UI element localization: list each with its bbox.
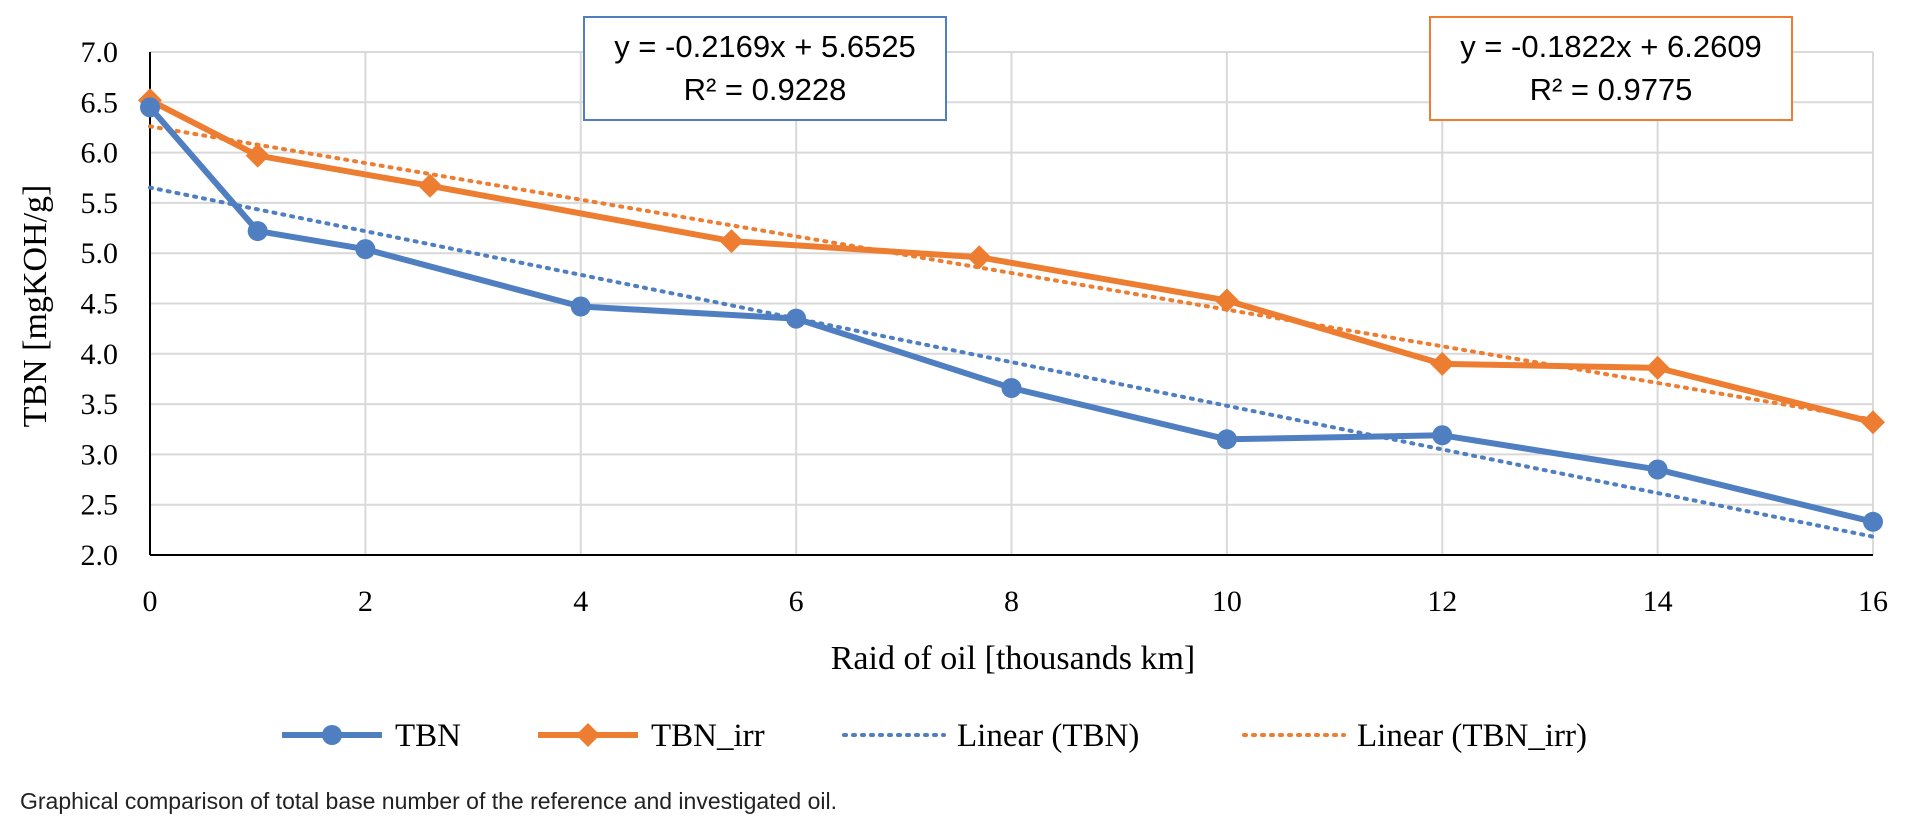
- data-point-tbn: [1216, 429, 1237, 450]
- data-point-tbn: [1863, 511, 1883, 532]
- tick-labels: 2.0 2.5 3.0 3.5 4.0 4.5 5.0 5.5 6.0 6.5 7.0 0 2 4 6 8 10…: [81, 36, 1889, 618]
- data-point-tbn: [1647, 459, 1668, 480]
- y-tick-label: 5.5: [81, 187, 119, 220]
- data-point-tbn: [570, 296, 591, 317]
- x-axis-label: Raid of oil [thousands km]: [831, 640, 1196, 677]
- axes: [149, 52, 1873, 556]
- data-point-tbn: [1432, 425, 1453, 446]
- data-point-tbn: [1001, 378, 1022, 399]
- y-axis-label: TBN [mgKOH/g]: [17, 185, 54, 428]
- data-series: [138, 88, 1885, 532]
- figure-caption: Graphical comparison of total base numbe…: [20, 788, 837, 814]
- y-tick-label: 4.0: [81, 338, 119, 371]
- y-tick-label: 6.0: [81, 137, 119, 170]
- x-tick-label: 16: [1858, 585, 1888, 618]
- equation-tbn: y = -0.2169x + 5.6525: [614, 29, 916, 64]
- y-tick-label: 4.5: [81, 288, 119, 321]
- legend-item-linear-tbn: Linear (TBN): [842, 718, 1139, 754]
- data-point-tbn: [786, 308, 807, 329]
- data-point-tbn: [247, 221, 268, 242]
- y-tick-label: 5.0: [81, 237, 119, 270]
- x-tick-label: 10: [1212, 585, 1242, 618]
- trendline-tbn: [148, 185, 1875, 539]
- legend: TBN TBN_irr Linear (TBN) Linear (TBN_irr…: [282, 718, 1587, 754]
- legend-marker-circle: [322, 725, 342, 745]
- legend-item-tbn: TBN: [282, 718, 461, 754]
- x-tick-label: 6: [789, 585, 804, 618]
- y-tick-label: 2.5: [81, 489, 119, 522]
- legend-label-tbn: TBN: [395, 718, 461, 754]
- legend-item-linear-tbn-irr: Linear (TBN_irr): [1242, 718, 1587, 754]
- series-line-tbn: [147, 104, 1876, 525]
- equation-box-tbn: y = -0.2169x + 5.6525 R² = 0.9228: [583, 16, 947, 121]
- data-point-tbn-irr: [417, 173, 442, 198]
- x-tick-label: 4: [573, 585, 588, 618]
- data-point-tbn-irr: [1214, 288, 1239, 313]
- trendlines: [148, 124, 1875, 539]
- x-tick-label: 2: [358, 585, 373, 618]
- legend-marker-diamond: [576, 723, 600, 747]
- data-point-tbn: [355, 239, 376, 260]
- x-tick-label: 14: [1643, 585, 1673, 618]
- r-squared-tbn-irr: R² = 0.9775: [1530, 72, 1693, 107]
- data-point-tbn-irr: [245, 143, 270, 168]
- y-tick-label: 3.0: [81, 438, 119, 471]
- grid: [150, 51, 1874, 555]
- y-tick-label: 7.0: [81, 36, 119, 69]
- legend-label-tbn-irr: TBN_irr: [651, 718, 765, 754]
- x-tick-label: 0: [143, 585, 158, 618]
- r-squared-tbn: R² = 0.9228: [684, 72, 847, 107]
- data-point-tbn-irr: [967, 245, 992, 270]
- y-tick-label: 6.5: [81, 86, 119, 119]
- data-point-tbn-irr: [1645, 355, 1670, 380]
- legend-item-tbn-irr: TBN_irr: [538, 718, 765, 754]
- x-tick-label: 12: [1427, 585, 1457, 618]
- data-point-tbn: [140, 97, 160, 118]
- trendline-tbn-irr: [148, 124, 1875, 422]
- equation-tbn-irr: y = -0.1822x + 6.2609: [1460, 29, 1762, 64]
- y-tick-label: 3.5: [81, 388, 119, 421]
- legend-label-linear-tbn: Linear (TBN): [957, 718, 1139, 754]
- data-point-tbn-irr: [1430, 351, 1455, 376]
- x-tick-label: 8: [1004, 585, 1019, 618]
- data-point-tbn-irr: [1861, 410, 1885, 435]
- equation-box-tbn-irr: y = -0.1822x + 6.2609 R² = 0.9775: [1429, 16, 1793, 121]
- data-point-tbn-irr: [719, 229, 744, 254]
- y-tick-label: 2.0: [81, 539, 119, 572]
- legend-label-linear-tbn-irr: Linear (TBN_irr): [1357, 718, 1587, 754]
